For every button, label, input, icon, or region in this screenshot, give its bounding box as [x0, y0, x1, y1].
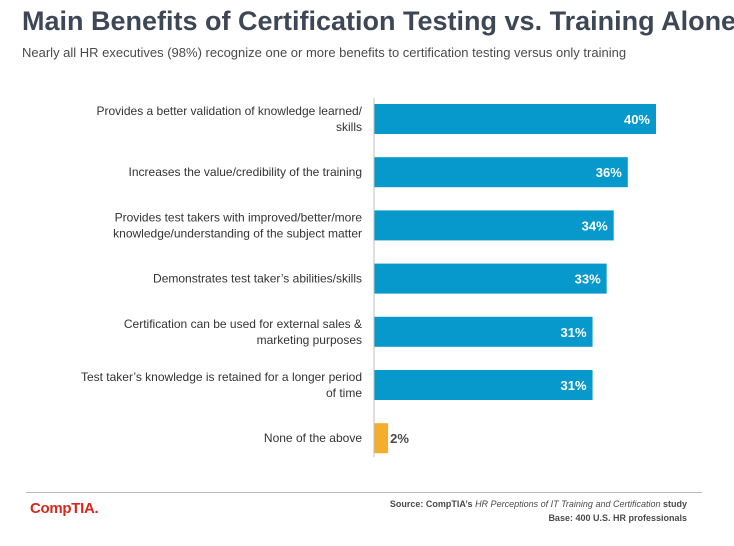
category-label: of time: [326, 386, 362, 400]
bar-value-label: 40%: [624, 112, 650, 127]
bar-2: [374, 157, 628, 188]
source-study: HR Perceptions of IT Training and Certif…: [475, 499, 661, 509]
bar-4: [374, 263, 607, 294]
chart-title: Main Benefits of Certification Testing v…: [22, 6, 734, 36]
bar-6: [374, 370, 593, 400]
source-line: Source: CompTIA’s HR Perceptions of IT T…: [390, 497, 687, 511]
bar-value-label: 2%: [390, 431, 409, 446]
comptia-logo: CompTIA.: [30, 500, 99, 517]
bar-7: [374, 423, 389, 454]
category-label: Test taker’s knowledge is retained for a…: [81, 370, 362, 384]
bar-value-label: 31%: [561, 378, 587, 393]
bar-3: [374, 210, 614, 241]
bar-chart: 40% Provides a better validation of knowl…: [81, 98, 656, 458]
bar-value-label: 34%: [582, 218, 608, 233]
source-suffix: study: [660, 499, 687, 509]
category-label: marketing purposes: [257, 333, 362, 347]
category-label: Provides test takers with improved/bette…: [115, 210, 363, 224]
bar-value-label: 36%: [596, 165, 622, 180]
category-label: None of the above: [264, 431, 362, 445]
bar-value-label: 33%: [575, 272, 601, 287]
footer-divider: [26, 492, 702, 493]
chart-subtitle: Nearly all HR executives (98%) recognize…: [22, 45, 627, 60]
category-label: Provides a better validation of knowledg…: [97, 104, 363, 118]
category-label: knowledge/understanding of the subject m…: [113, 226, 362, 240]
source-prefix: Source: CompTIA’s: [389, 499, 476, 509]
bar-1: [374, 104, 656, 134]
category-label: skills: [336, 120, 362, 134]
source-note: Source: CompTIA’s HR Perceptions of IT T…: [390, 497, 687, 525]
base-line: Base: 400 U.S. HR professionals: [548, 513, 687, 523]
category-label: Certification can be used for external s…: [124, 317, 362, 331]
bar-value-label: 31%: [561, 325, 587, 340]
category-label: Increases the value/credibility of the t…: [129, 165, 362, 179]
bar-5: [374, 316, 593, 347]
category-label: Demonstrates test taker’s abilities/skil…: [153, 272, 362, 286]
